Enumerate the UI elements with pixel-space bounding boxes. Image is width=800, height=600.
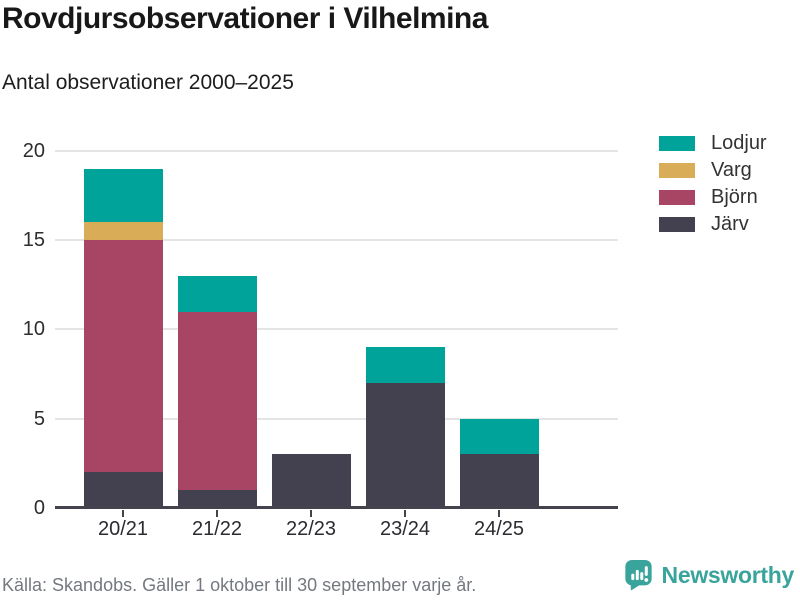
gridline [55, 239, 618, 241]
x-tick-label: 20/21 [97, 518, 149, 540]
y-tick-label: 5 [33, 408, 45, 430]
gridline [55, 418, 618, 420]
newsworthy-logo[interactable]: Newsworthy [623, 559, 794, 591]
y-tick-label: 0 [33, 497, 45, 519]
legend-item-lodjur: Lodjur [659, 132, 767, 154]
legend-item-varg: Varg [659, 159, 767, 181]
bar-segment-lodjur-23/24 [365, 347, 445, 383]
gridline [55, 150, 618, 152]
legend: Lodjur Varg Björn Järv [659, 132, 767, 244]
y-tick-label: 10 [22, 318, 45, 340]
legend-swatch-björn [659, 190, 695, 205]
y-tick-label: 15 [22, 229, 45, 251]
x-axis-tick [404, 510, 406, 517]
plot-area: 0 5 10 15 20 20/21 21/22 22/23 23/24 24/25 [23, 140, 618, 540]
x-axis-tick [498, 510, 500, 517]
bar-segment-järv-21/22 [177, 490, 257, 508]
bar-segment-järv-20/21 [83, 472, 163, 508]
legend-item-björn: Björn [659, 186, 767, 208]
bar-segment-järv-22/23 [271, 454, 351, 508]
x-tick-label: 24/25 [473, 518, 525, 540]
chart-title: Rovdjursobservationer i Vilhelmina [2, 2, 488, 35]
x-axis-tick [310, 510, 312, 517]
legend-item-järv: Järv [659, 213, 767, 235]
bar-segment-björn-21/22 [177, 312, 257, 490]
x-axis-tick [122, 510, 124, 517]
bar-segment-björn-20/21 [83, 240, 163, 472]
x-tick-label: 21/22 [191, 518, 243, 540]
x-axis-tick [216, 510, 218, 517]
bar-segment-varg-20/21 [83, 222, 163, 240]
y-tick-label: 20 [22, 140, 45, 162]
legend-swatch-järv [659, 217, 695, 232]
x-axis-line [55, 506, 618, 509]
chart-subtitle: Antal observationer 2000–2025 [2, 71, 294, 94]
legend-label: Björn [711, 186, 758, 208]
x-tick-label: 22/23 [285, 518, 337, 540]
bar-segment-lodjur-24/25 [459, 419, 539, 454]
bar-segment-lodjur-21/22 [177, 276, 257, 312]
legend-label: Varg [711, 159, 752, 181]
legend-swatch-lodjur [659, 136, 695, 151]
source-note: Källa: Skandobs. Gäller 1 oktober till 3… [2, 575, 477, 595]
bar-segment-järv-23/24 [365, 383, 445, 508]
bar-segment-lodjur-20/21 [83, 169, 163, 222]
legend-label: Järv [711, 213, 749, 235]
gridline [55, 328, 618, 330]
newsworthy-bubble-chart-icon [624, 559, 652, 591]
legend-swatch-varg [659, 163, 695, 178]
bar-segment-järv-24/25 [459, 454, 539, 508]
legend-label: Lodjur [711, 132, 767, 154]
x-tick-label: 23/24 [379, 518, 431, 540]
newsworthy-wordmark: Newsworthy [661, 561, 795, 588]
